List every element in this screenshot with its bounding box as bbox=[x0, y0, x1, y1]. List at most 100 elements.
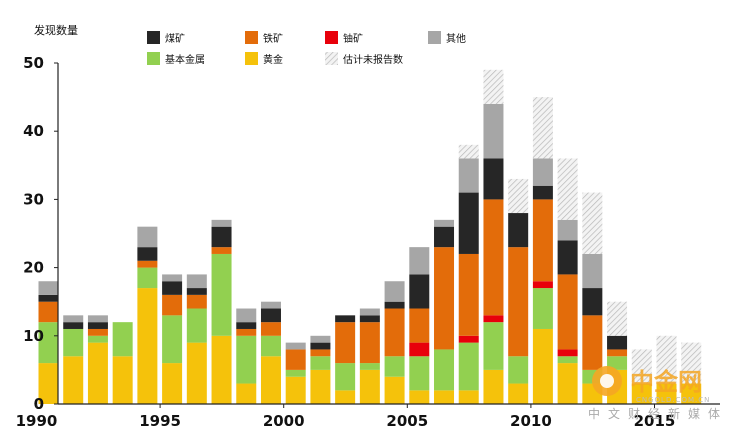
legend-swatch-3 bbox=[428, 31, 441, 44]
bar-segment-2012-5 bbox=[582, 253, 603, 289]
bar-segment-1992-0 bbox=[87, 342, 108, 404]
x-tick-label: 1995 bbox=[139, 412, 181, 430]
bar-segment-2014-0 bbox=[631, 383, 652, 404]
legend-label-6: 估计未报告数 bbox=[343, 53, 403, 66]
x-tick-label: 2005 bbox=[386, 412, 428, 430]
bar-segment-2006-1 bbox=[434, 349, 455, 391]
watermark-brand: 中金网 bbox=[630, 368, 702, 396]
bar-segment-1998-0 bbox=[236, 383, 257, 404]
bar-segment-2005-1 bbox=[409, 356, 430, 391]
bar-segment-2000-1 bbox=[285, 369, 306, 377]
bar-segment-2005-3 bbox=[409, 308, 430, 343]
bar-segment-1995-1 bbox=[162, 315, 183, 364]
legend-swatch-5 bbox=[245, 52, 258, 65]
bar-segment-2004-4 bbox=[384, 301, 405, 309]
bar-segment-2004-1 bbox=[384, 356, 405, 377]
x-tick-label: 2015 bbox=[634, 412, 676, 430]
bar-segment-1998-1 bbox=[236, 335, 257, 384]
bar-segment-2012-3 bbox=[582, 315, 603, 370]
bar-segment-1990-1 bbox=[38, 322, 59, 364]
bar-segment-2013-3 bbox=[607, 349, 628, 357]
y-tick-label: 20 bbox=[23, 259, 44, 277]
bar-segment-2001-5 bbox=[310, 335, 331, 343]
bar-segment-2010-1 bbox=[532, 288, 553, 329]
bar-segment-2010-6 bbox=[532, 97, 553, 159]
bar-segment-1995-0 bbox=[162, 363, 183, 404]
bar-segment-2008-1 bbox=[483, 322, 504, 370]
bar-segment-1999-1 bbox=[260, 335, 281, 357]
bar-segment-1991-5 bbox=[63, 315, 84, 323]
bar-segment-2010-0 bbox=[532, 328, 553, 404]
bar-segment-2000-3 bbox=[285, 349, 306, 370]
bar-segment-2009-3 bbox=[508, 247, 529, 357]
y-tick-label: 30 bbox=[23, 190, 44, 208]
bar-segment-2011-1 bbox=[557, 356, 578, 364]
bar-segment-2006-4 bbox=[434, 226, 455, 248]
watermark-logo: 中金网 CNGOLD.COM.CN 中文财经新媒体 bbox=[588, 366, 720, 421]
bar-segment-1993-0 bbox=[112, 356, 133, 404]
bar-segment-1997-3 bbox=[211, 247, 232, 254]
bar-segment-2008-4 bbox=[483, 158, 504, 200]
axes-layer: 0 10 20 30 40 50 1990 1995 2000 2005 2010 2015 bbox=[16, 54, 720, 430]
bar-segment-2009-4 bbox=[508, 213, 529, 248]
bar-segment-1998-5 bbox=[236, 308, 257, 323]
bar-segment-2012-4 bbox=[582, 288, 603, 316]
bar-segment-2016-0 bbox=[681, 383, 702, 404]
bars-layer bbox=[38, 69, 702, 404]
bar-segment-2011-2 bbox=[557, 349, 578, 357]
y-tick-label: 50 bbox=[23, 54, 44, 72]
bar-segment-2010-2 bbox=[532, 281, 553, 289]
legend-label-0: 煤矿 bbox=[165, 32, 185, 45]
bar-segment-1991-1 bbox=[63, 328, 84, 357]
bar-segment-2007-6 bbox=[458, 144, 479, 159]
bar-segment-1997-4 bbox=[211, 226, 232, 248]
bar-segment-1994-0 bbox=[137, 288, 158, 404]
bar-segment-2002-0 bbox=[335, 390, 356, 404]
bar-segment-2007-0 bbox=[458, 390, 479, 404]
y-tick-label: 40 bbox=[23, 122, 44, 140]
legend-swatch-2 bbox=[325, 31, 338, 44]
bar-segment-2007-2 bbox=[458, 335, 479, 343]
bar-segment-2011-4 bbox=[557, 240, 578, 275]
legend-label-2: 铀矿 bbox=[343, 32, 363, 45]
bar-segment-2016-6 bbox=[681, 342, 702, 384]
bar-segment-1999-0 bbox=[260, 356, 281, 404]
bar-segment-1994-5 bbox=[137, 226, 158, 248]
bar-segment-2013-4 bbox=[607, 335, 628, 350]
bar-segment-1996-5 bbox=[186, 274, 207, 289]
bar-segment-1992-3 bbox=[87, 328, 108, 336]
bar-segment-2003-3 bbox=[359, 322, 380, 364]
bar-segment-2005-5 bbox=[409, 247, 430, 275]
bar-segment-2010-5 bbox=[532, 158, 553, 186]
bar-segment-2005-2 bbox=[409, 342, 430, 357]
bar-segment-1998-4 bbox=[236, 322, 257, 329]
bar-segment-1990-4 bbox=[38, 294, 59, 302]
x-tick-label: 2000 bbox=[263, 412, 305, 430]
bar-segment-1996-1 bbox=[186, 308, 207, 343]
bar-segment-2003-5 bbox=[359, 308, 380, 316]
bar-segment-1999-5 bbox=[260, 301, 281, 309]
bar-segment-2007-3 bbox=[458, 253, 479, 336]
bar-segment-1998-3 bbox=[236, 328, 257, 336]
bar-segment-2007-1 bbox=[458, 342, 479, 391]
bar-segment-2007-5 bbox=[458, 158, 479, 193]
watermark-domain: CNGOLD.COM.CN bbox=[636, 396, 710, 404]
bar-segment-2013-6 bbox=[607, 301, 628, 336]
bar-segment-2006-0 bbox=[434, 390, 455, 404]
bar-segment-2000-0 bbox=[285, 376, 306, 404]
bar-segment-1999-4 bbox=[260, 308, 281, 323]
bar-segment-2010-3 bbox=[532, 199, 553, 282]
bar-segment-2009-1 bbox=[508, 356, 529, 384]
bar-segment-1994-4 bbox=[137, 247, 158, 261]
bar-segment-2002-1 bbox=[335, 363, 356, 391]
bar-segment-1996-0 bbox=[186, 342, 207, 404]
bar-segment-2004-3 bbox=[384, 308, 405, 357]
bar-segment-1992-5 bbox=[87, 315, 108, 323]
bar-segment-1994-3 bbox=[137, 260, 158, 268]
bar-segment-2003-4 bbox=[359, 315, 380, 323]
bar-segment-1991-0 bbox=[63, 356, 84, 404]
bar-segment-2001-3 bbox=[310, 349, 331, 357]
bar-segment-2013-1 bbox=[607, 356, 628, 370]
